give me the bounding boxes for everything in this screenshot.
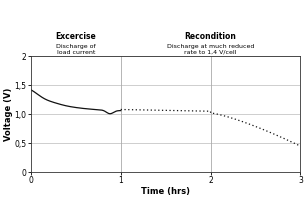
Text: Recondition: Recondition: [185, 32, 236, 41]
Text: Discharge at much reduced
rate to 1,4 V/cell: Discharge at much reduced rate to 1,4 V/…: [167, 44, 254, 55]
Y-axis label: Voltage (V): Voltage (V): [4, 87, 13, 141]
Text: Excercise: Excercise: [55, 32, 96, 41]
Text: Discharge of
load current: Discharge of load current: [56, 44, 95, 55]
X-axis label: Time (hrs): Time (hrs): [141, 187, 190, 196]
